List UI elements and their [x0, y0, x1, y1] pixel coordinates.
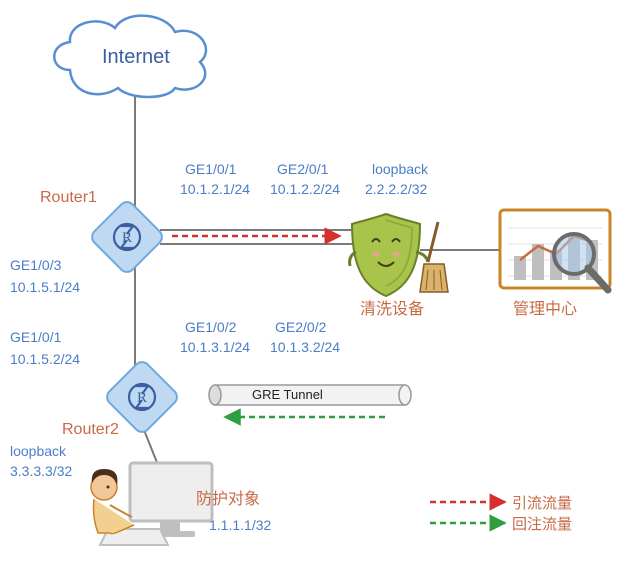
ge2-0-1-a-ip-label: 10.1.2.2/24 [270, 180, 340, 198]
ge1-0-3-label: GE1/0/3 [10, 256, 61, 274]
loopback-b-label: loopback [10, 442, 66, 460]
ge1-0-2-a-label: GE1/0/2 [185, 318, 236, 336]
ge2-0-2-a-label: GE2/0/2 [275, 318, 326, 336]
loopback-a-ip-label: 2.2.2.2/32 [365, 180, 427, 198]
cleaning-device-icon [350, 214, 448, 296]
svg-text:R: R [122, 230, 132, 246]
legend-green-label: 回注流量 [512, 515, 572, 535]
router1-label: Router1 [40, 188, 97, 209]
cleaning-device-label: 清洗设备 [360, 300, 424, 321]
diagram-stage: R R [0, 0, 640, 577]
router2-label: Router2 [62, 420, 119, 441]
protected-object-label: 防护对象 [196, 490, 260, 511]
protected-object-icon [91, 463, 212, 545]
internet-label: Internet [102, 44, 170, 70]
gre-tunnel-label: GRE Tunnel [252, 387, 323, 404]
legend [430, 502, 505, 523]
management-center-icon [500, 210, 610, 290]
ge1-0-1-b-label: GE1/0/1 [10, 328, 61, 346]
ge1-0-1-b-ip-label: 10.1.5.2/24 [10, 350, 80, 368]
ge1-0-1-a-label: GE1/0/1 [185, 160, 236, 178]
protected-ip-label: 1.1.1.1/32 [209, 516, 271, 534]
management-center-label: 管理中心 [513, 300, 577, 321]
ge1-0-3-ip-label: 10.1.5.1/24 [10, 278, 80, 296]
legend-red-label: 引流流量 [512, 494, 572, 514]
ge2-0-1-a-label: GE2/0/1 [277, 160, 328, 178]
ge2-0-2-a-ip-label: 10.1.3.2/24 [270, 338, 340, 356]
ge1-0-1-a-ip-label: 10.1.2.1/24 [180, 180, 250, 198]
diagram-svg: R R [0, 0, 640, 577]
loopback-b-ip-label: 3.3.3.3/32 [10, 462, 72, 480]
svg-text:R: R [137, 390, 147, 406]
ge1-0-2-a-ip-label: 10.1.3.1/24 [180, 338, 250, 356]
loopback-a-label: loopback [372, 160, 428, 178]
router1-node: R [89, 199, 165, 275]
